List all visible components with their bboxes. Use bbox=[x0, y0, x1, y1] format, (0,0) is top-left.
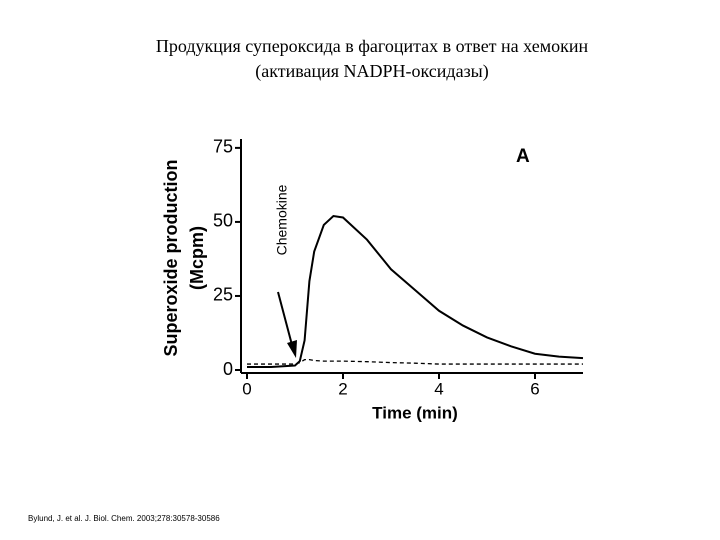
y-axis-label: (Mcpm) bbox=[187, 226, 207, 290]
y-tick-label: 75 bbox=[213, 137, 233, 157]
x-tick-label: 6 bbox=[530, 379, 539, 398]
annotation-arrow bbox=[277, 291, 297, 358]
x-tick-label: 2 bbox=[338, 379, 347, 398]
panel-label: A bbox=[516, 146, 530, 167]
annotation: Chemokine bbox=[274, 184, 290, 255]
y-axis-label: Superoxide production bbox=[161, 159, 181, 356]
y-tick-label: 50 bbox=[213, 211, 233, 231]
chart-title: (активация NADPH-оксидазы) bbox=[255, 61, 489, 82]
x-tick-label: 4 bbox=[434, 379, 443, 398]
x-axis-label: Time (min) bbox=[372, 403, 458, 422]
citation: Bylund, J. et al. J. Biol. Chem. 2003;27… bbox=[28, 514, 220, 523]
chart-title: Продукция супероксида в фагоцитах в отве… bbox=[156, 36, 589, 56]
x-tick-label: 0 bbox=[242, 379, 251, 398]
y-tick-label: 25 bbox=[213, 285, 233, 305]
y-tick-label: 0 bbox=[223, 359, 233, 379]
data-line bbox=[247, 214, 584, 369]
data-line bbox=[247, 358, 583, 365]
